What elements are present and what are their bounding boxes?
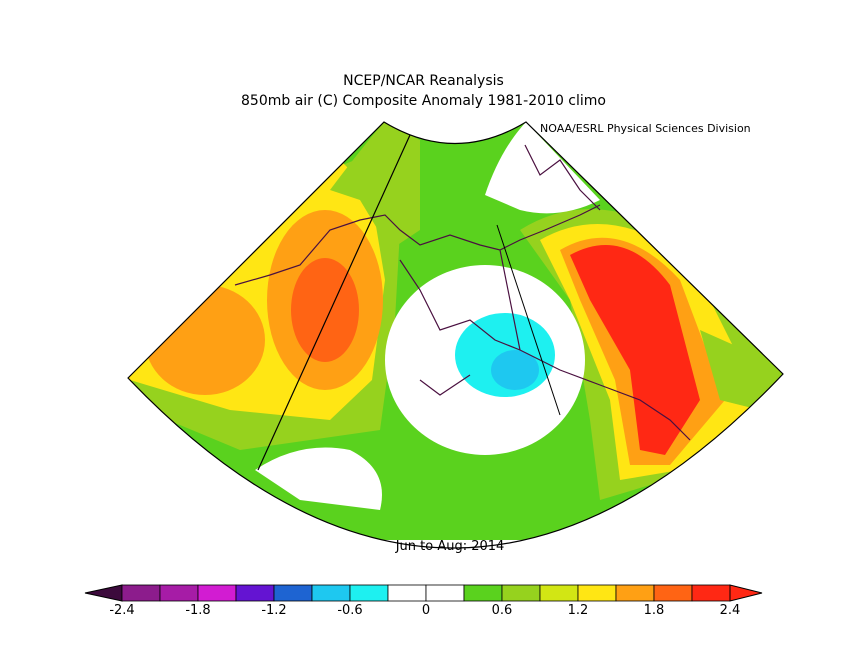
colorbar-tick-label: 0.6 <box>491 603 513 618</box>
colorbar-swatch <box>615 584 655 602</box>
meridian-west <box>257 134 411 471</box>
colorbar-tick-label: 0 <box>421 603 431 618</box>
colorbar-swatch <box>539 584 579 602</box>
colorbar-tick-label: 1.2 <box>567 603 589 618</box>
colorbar-swatch <box>653 584 693 602</box>
colorbar-tick-label: -1.8 <box>185 603 211 618</box>
meridian-east <box>496 224 561 416</box>
colorbar-swatch <box>235 584 275 602</box>
period-label: Jun to Aug: 2014 <box>395 539 505 554</box>
coastlines <box>234 144 691 441</box>
chart-title: NCEP/NCAR Reanalysis <box>343 73 504 89</box>
colorbar-swatch <box>311 584 351 602</box>
anomaly-white-north <box>485 122 600 214</box>
colorbar-swatch <box>159 584 199 602</box>
anomaly-green-nw <box>330 122 420 250</box>
colorbar-swatch <box>691 584 731 602</box>
colorbar-swatch <box>425 584 465 602</box>
chart-subtitle: 850mb air (C) Composite Anomaly 1981-201… <box>241 93 606 109</box>
map-border <box>127 121 784 549</box>
colorbar-tick-label: -0.6 <box>337 603 363 618</box>
anomaly-blue-center <box>491 350 539 390</box>
colorbar-swatch <box>273 584 313 602</box>
colorbar-swatch <box>387 584 427 602</box>
colorbar-arrow-high <box>729 584 763 602</box>
colorbar-swatch <box>197 584 237 602</box>
colorbar-tick-label: -2.4 <box>109 603 135 618</box>
colorbar-tick-label: 1.8 <box>643 603 665 618</box>
colorbar-swatch <box>121 584 161 602</box>
colorbar-swatch <box>463 584 503 602</box>
credit-label: NOAA/ESRL Physical Sciences Division <box>540 122 751 135</box>
anomaly-red-east <box>570 245 700 455</box>
colorbar-swatch <box>501 584 541 602</box>
colorbar-swatch <box>349 584 389 602</box>
colorbar-swatch <box>577 584 617 602</box>
anomaly-white-south <box>255 447 382 510</box>
colorbar-tick-label: 2.4 <box>719 603 741 618</box>
colorbar-tick-label: -1.2 <box>261 603 287 618</box>
colorbar-arrow-low <box>84 584 123 602</box>
